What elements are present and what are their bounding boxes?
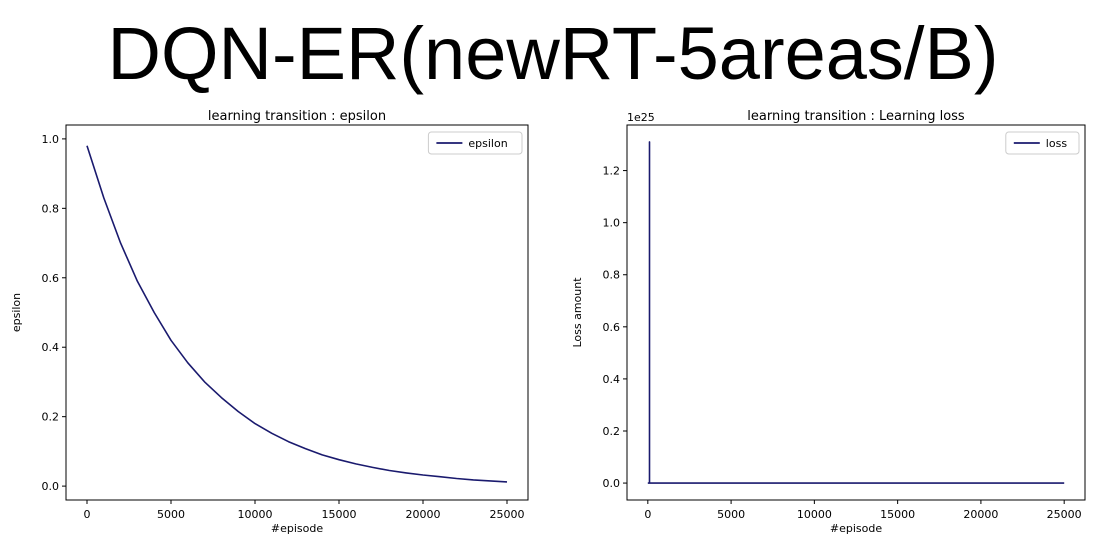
x-tick-label: 5000 (157, 508, 185, 521)
legend-label: loss (1046, 137, 1068, 150)
slide-title: DQN-ER(newRT-5areas/B) (107, 12, 999, 95)
y-tick-label: 0.2 (42, 411, 60, 424)
plot-frame (65, 124, 529, 501)
legend-box (427, 131, 523, 155)
y-tick-label: 0.2 (603, 425, 621, 438)
x-tick-label: 10000 (797, 508, 832, 521)
y-tick-label: 0.8 (42, 202, 60, 215)
x-tick-label: 25000 (490, 508, 525, 521)
y-tick-label: 0.6 (603, 321, 621, 334)
x-tick-label: 10000 (238, 508, 273, 521)
series-line-epsilon (86, 145, 508, 483)
legend-label: epsilon (468, 137, 507, 150)
chart-title: learning transition : epsilon (208, 109, 386, 124)
y-tick-label: 0.4 (603, 373, 621, 386)
y-axis-label: Loss amount (571, 277, 584, 348)
x-tick-label: 5000 (717, 508, 745, 521)
x-tick-label: 20000 (963, 508, 998, 521)
y-offset-text: 1e25 (627, 111, 655, 124)
plot-frame (626, 124, 1086, 501)
y-tick-label: 1.0 (603, 217, 621, 230)
y-tick-label: 0.8 (603, 269, 621, 282)
legend-box (1005, 131, 1080, 155)
epsilon-chart: learning transition : epsilon 0 5000 10000 1… (10, 109, 529, 535)
x-tick-label: 20000 (406, 508, 441, 521)
x-axis-label: #episode (271, 522, 323, 535)
y-tick-label: 0.4 (42, 341, 60, 354)
y-tick-label: 0.0 (42, 480, 60, 493)
y-tick-label: 0.6 (42, 272, 60, 285)
x-tick-label: 25000 (1047, 508, 1082, 521)
y-tick-label: 0.0 (603, 477, 621, 490)
x-axis-label: #episode (830, 522, 882, 535)
x-tick-label: 0 (84, 508, 91, 521)
y-tick-label: 1.0 (42, 133, 60, 146)
y-tick-label: 1.2 (603, 165, 621, 178)
series-line-loss (647, 141, 1065, 484)
x-tick-label: 15000 (322, 508, 357, 521)
loss-chart: learning transition : Learning loss 0 5000… (571, 109, 1086, 535)
x-tick-label: 0 (644, 508, 651, 521)
chart-title: learning transition : Learning loss (747, 109, 965, 124)
x-tick-label: 15000 (880, 508, 915, 521)
y-axis-label: epsilon (10, 293, 23, 332)
